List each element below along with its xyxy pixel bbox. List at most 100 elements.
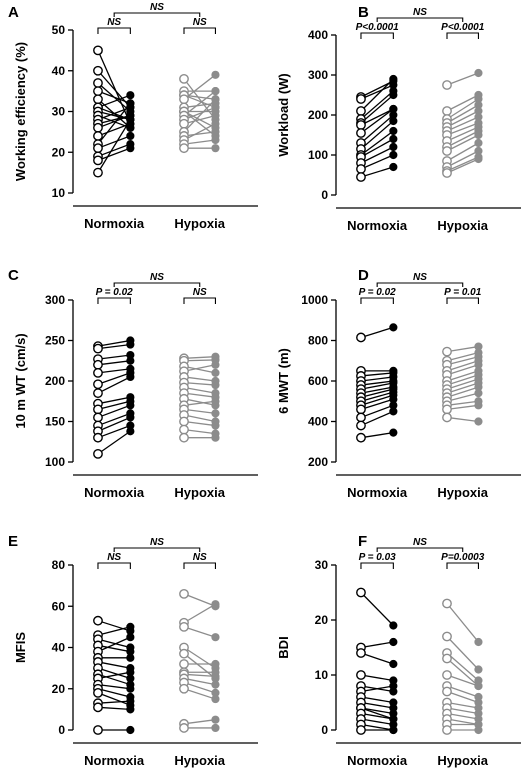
- pair-line: [183, 400, 216, 406]
- pair-line: [183, 603, 216, 624]
- x-category-label: Hypoxia: [437, 218, 488, 233]
- panel-d: D 200 400 600 800 1000 6 MWT (m) Normoxia Hypoxi…: [276, 267, 521, 500]
- significance-bracket-overall: [376, 17, 464, 22]
- pre-point: [179, 74, 189, 84]
- pair-line: [360, 154, 394, 170]
- pre-point: [93, 86, 103, 97]
- panel-c: C 100 150 200 250 300 10 m WT (cm/s) Normoxia Hy…: [8, 267, 258, 500]
- post-point: [389, 407, 398, 416]
- significance-bracket-overall: [376, 547, 464, 552]
- significance-label: NS: [193, 552, 207, 563]
- post-point: [389, 323, 398, 332]
- pair-line: [446, 378, 479, 390]
- post-point: [126, 427, 135, 436]
- post-point: [389, 142, 398, 152]
- pair-line: [446, 658, 479, 687]
- pair-line: [446, 404, 479, 410]
- pair-line: [360, 372, 394, 377]
- pair-line: [446, 685, 479, 698]
- significance-label: P=0.0003: [441, 552, 485, 563]
- panel-letter: C: [8, 267, 19, 284]
- post-point: [211, 360, 220, 369]
- y-tick-label: 30: [52, 105, 66, 119]
- pair-line: [183, 653, 216, 679]
- pair-line: [446, 374, 479, 386]
- pair-line: [183, 90, 216, 117]
- post-point: [126, 144, 135, 153]
- pair-line: [183, 110, 216, 137]
- pre-point: [356, 670, 366, 680]
- series-hypoxia: [442, 68, 483, 178]
- y-tick-label: 20: [52, 145, 66, 159]
- pre-point: [356, 420, 366, 431]
- pre-point: [356, 332, 366, 343]
- significance-label-overall: NS: [413, 7, 427, 18]
- pre-point: [93, 94, 103, 105]
- significance-bracket-overall: [113, 12, 201, 17]
- pair-line: [97, 94, 131, 109]
- x-category-label: Hypoxia: [437, 485, 488, 500]
- significance-bracket: [183, 297, 216, 304]
- x-category-label: Normoxia: [347, 485, 408, 500]
- pair-line: [97, 123, 131, 137]
- pre-point: [93, 131, 103, 141]
- pair-line: [183, 381, 216, 386]
- pair-line: [183, 123, 216, 141]
- pre-point: [93, 379, 103, 390]
- significance-label-overall: NS: [150, 537, 164, 548]
- post-point: [211, 600, 220, 609]
- significance-label-overall: NS: [413, 537, 427, 548]
- pair-line: [360, 723, 394, 731]
- pair-line: [97, 700, 131, 704]
- y-tick-label: 400: [308, 28, 328, 42]
- pair-line: [446, 130, 479, 148]
- pair-line: [183, 593, 216, 607]
- pair-line: [446, 416, 479, 423]
- post-point: [211, 135, 220, 145]
- post-point: [126, 705, 135, 714]
- x-category-label: Normoxia: [84, 216, 145, 231]
- panel-letter: B: [358, 4, 369, 21]
- x-category-label: Hypoxia: [174, 216, 225, 231]
- y-tick-label: 80: [52, 558, 66, 572]
- pair-line: [446, 392, 479, 402]
- pre-point: [93, 359, 103, 370]
- y-tick-label: 10: [52, 186, 66, 200]
- post-point: [389, 90, 398, 100]
- x-category-label: Normoxia: [84, 753, 145, 768]
- pair-line: [97, 688, 131, 698]
- pair-line: [360, 90, 394, 120]
- pair-line: [446, 382, 479, 394]
- panel-letter: A: [8, 4, 19, 21]
- pre-point: [179, 432, 189, 443]
- pair-line: [97, 376, 131, 394]
- pair-line: [183, 114, 216, 125]
- post-point: [474, 389, 483, 398]
- pair-line: [446, 116, 479, 132]
- significance-label: NS: [107, 17, 121, 28]
- pair-line: [360, 696, 394, 704]
- pair-line: [97, 424, 131, 439]
- post-point: [211, 70, 220, 79]
- y-tick-label: 600: [308, 374, 328, 388]
- y-tick-label: 150: [45, 415, 65, 429]
- pair-line: [97, 404, 131, 419]
- pair-line: [446, 158, 479, 174]
- post-point: [474, 68, 483, 78]
- pair-line: [446, 364, 479, 376]
- pair-line: [360, 94, 394, 124]
- post-point: [389, 134, 398, 144]
- pre-point: [93, 412, 103, 423]
- pair-line: [360, 391, 394, 402]
- post-point: [211, 119, 220, 128]
- y-axis-label: Working efficiency (%): [13, 42, 28, 181]
- pre-point: [179, 648, 189, 659]
- significance-label: P<0.0001: [356, 22, 400, 33]
- pre-point: [179, 118, 189, 129]
- pair-line: [446, 356, 479, 366]
- post-point: [126, 401, 135, 410]
- pair-line: [97, 673, 131, 686]
- post-point: [389, 725, 398, 735]
- pair-line: [183, 719, 216, 725]
- pair-line: [360, 641, 394, 649]
